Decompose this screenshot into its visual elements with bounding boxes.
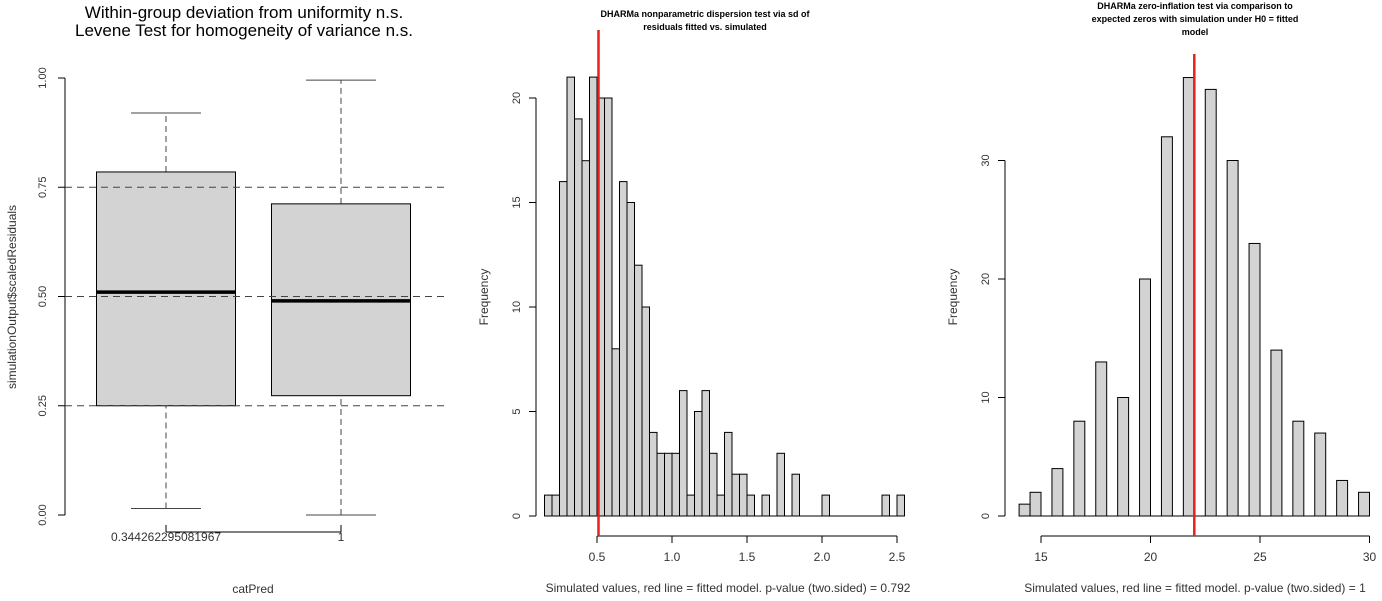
y-tick-label: 10 [511,301,523,313]
y-tick-label: 0.50 [37,286,49,307]
y-tick-label: 15 [511,196,523,208]
histogram-bar [626,202,635,517]
y-tick-label: 0.25 [37,395,49,416]
x-tick-label: 0.5 [589,550,606,564]
x-tick-label: 2.5 [889,550,906,564]
chart-title: residuals fitted vs. simulated [643,22,767,32]
y-tick-label: 5 [511,408,523,414]
histogram-bar [1226,160,1239,517]
x-axis-label: Simulated values, red line = fitted mode… [1024,581,1366,595]
y-axis-label: simulationOutput$scaledResiduals [5,205,19,389]
histogram-bar [1117,397,1130,517]
chart-title: DHARMa zero-inflation test via compariso… [1097,1,1293,11]
histogram-bar [589,76,598,517]
histogram-bar [1018,503,1031,517]
histogram-bar [701,390,710,517]
y-tick-label: 0 [980,513,992,519]
x-axis-label: Simulated values, red line = fitted mode… [546,581,911,595]
histogram-bar [1160,136,1173,517]
x-tick-label: 20 [1144,550,1158,564]
histogram-bar [1358,491,1371,517]
histogram-bar [791,473,800,517]
x-axis-label: catPred [232,582,273,596]
histogram-bar [731,473,740,517]
histogram-bar [1095,361,1108,517]
chart-title: DHARMa nonparametric dispersion test via… [600,9,810,19]
histogram-bar [1314,432,1327,517]
histogram-bar [694,411,703,517]
histogram-bar [1204,88,1217,517]
x-tick-label: 15 [1034,550,1048,564]
histogram-bar [611,348,620,517]
histogram-bar [776,452,785,517]
y-tick-label: 20 [511,92,523,104]
y-tick-label: 1.00 [37,67,49,88]
y-tick-label: 0 [511,513,523,519]
y-axis-label: Frequency [477,269,491,326]
histogram-bar [581,160,590,517]
chart-title: model [1182,27,1209,37]
histogram-bar [574,118,583,517]
histogram-bar [1073,420,1086,517]
histogram-bar [724,431,733,517]
x-tick-label: 1.0 [664,550,681,564]
x-tick-label: 0.344262295081967 [111,530,221,544]
histogram-bar [896,494,905,517]
histogram-bar [664,452,673,517]
histogram-bar [716,494,725,517]
histogram-bar [686,494,695,517]
y-tick-label: 0.75 [37,177,49,198]
histogram-bar [821,494,830,517]
histogram-bar [679,390,688,517]
histogram-bar [641,306,650,517]
histogram-bar [634,264,643,517]
histogram-bar [1270,349,1283,517]
histogram-bar [1336,479,1349,517]
histogram-bar [1139,278,1152,517]
x-tick-label: 30 [1363,550,1377,564]
y-tick-label: 0.00 [37,504,49,525]
y-tick-label: 20 [980,273,992,285]
histogram-bar [604,97,613,517]
histogram-bar [1248,242,1261,517]
y-tick-label: 10 [980,391,992,403]
histogram-bar [709,452,718,517]
boxplot-panel: Within-group deviation from uniformity n… [5,3,445,596]
histogram-bar [619,181,628,517]
histogram-bar [739,473,748,517]
box-iqr [96,171,236,407]
histogram-bar [1292,420,1305,517]
histogram-bar [544,494,553,517]
histogram-bar [881,494,890,517]
chart-title: Levene Test for homogeneity of variance … [75,21,413,40]
x-tick-label: 1.5 [739,550,756,564]
histogram-bar [551,494,560,517]
histogram-bar [1182,77,1195,517]
y-axis-label: Frequency [946,269,960,326]
dispersion-histogram-panel: DHARMa nonparametric dispersion test via… [477,9,911,595]
chart-title: expected zeros with simulation under H0 … [1092,14,1299,24]
chart-title: Within-group deviation from uniformity n… [85,3,403,22]
histogram-bar [746,494,755,517]
histogram-bar [656,452,665,517]
histogram-bar [566,76,575,517]
histogram-bar [559,181,568,517]
x-tick-label: 1 [338,530,345,544]
histogram-bar [1051,468,1064,517]
histogram-bar [1029,491,1042,517]
histogram-bar [761,494,770,517]
histogram-bar [649,431,658,517]
x-tick-label: 2.0 [814,550,831,564]
zero-inflation-histogram-panel: DHARMa zero-inflation test via compariso… [946,1,1376,595]
y-tick-label: 30 [980,154,992,166]
x-tick-label: 25 [1253,550,1267,564]
histogram-bar [671,452,680,517]
